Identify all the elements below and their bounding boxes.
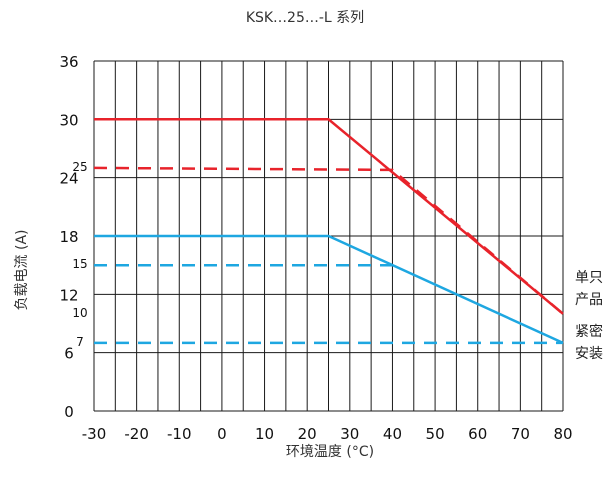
legend-label: 紧密 [575,323,603,340]
x-tick-label: 70 [511,425,530,443]
y-extra-tick-label: 10 [72,306,87,320]
x-tick-label: 40 [383,425,402,443]
x-tick-label: 0 [217,425,227,443]
y-tick-label: 12 [59,286,78,304]
series-group [93,118,564,345]
y-tick-label: 30 [59,111,78,129]
y-extra-tick-label: 15 [72,257,87,271]
x-tick-label: -20 [124,425,149,443]
y-tick-label: 18 [59,228,78,246]
y-tick-label: 0 [64,403,74,421]
x-tick-label: 60 [468,425,487,443]
x-tick-label: 30 [340,425,359,443]
x-tick-label: 20 [298,425,317,443]
x-tick-label: 10 [255,425,274,443]
y-extra-tick-label: 25 [72,160,87,174]
series-line-2 [93,166,564,315]
x-tick-label: -10 [167,425,192,443]
y-tick-label: 36 [59,53,78,71]
legend-label: 单只 [575,270,603,286]
y-tick-label: 24 [59,170,78,188]
x-tick-label: 80 [553,425,572,443]
y-axis-label: 负载电流 (A) [14,230,30,311]
y-tick-label: 6 [64,345,74,363]
chart-title: KSK…25…-L 系列 [246,10,364,26]
legend-label: 产品 [575,292,603,308]
series-line-3 [94,234,564,345]
legend-label: 安装 [575,346,603,362]
x-tick-label: 50 [426,425,445,443]
tick-labels: -30 -20 -10 0 10 20 30 40 50 60 70 80 0 6 12 18 24 30 36 7 1… [59,53,572,443]
x-axis-label: 环境温度 (°C) [286,444,374,460]
y-extra-tick-label: 7 [76,335,84,349]
x-tick-label: -30 [82,425,107,443]
